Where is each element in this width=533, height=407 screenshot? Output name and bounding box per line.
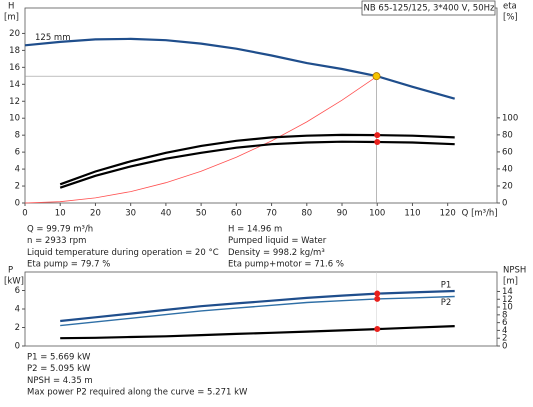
x-tick-label: 60	[231, 209, 242, 219]
y-axis-unit: [m]	[4, 13, 19, 23]
y2-tick-label: 8	[502, 310, 507, 320]
y-tick-label: 0	[15, 199, 20, 209]
y2-axis-unit: [%]	[503, 13, 518, 23]
y-tick-label: 18	[9, 46, 20, 56]
y-axis-unit: [kW]	[4, 277, 24, 287]
duty-dot	[374, 290, 381, 297]
info-text: NPSH = 4.35 m	[27, 376, 93, 386]
info-text: Liquid temperature during operation = 20…	[27, 248, 219, 258]
x-tick-label: 40	[160, 209, 171, 219]
info-text: Density = 998.2 kg/m³	[228, 248, 325, 258]
title-box	[361, 0, 496, 16]
curve-label: P1	[441, 280, 452, 290]
y2-tick-label: 2	[502, 334, 507, 344]
y2-tick-label: 0	[502, 342, 507, 352]
y-tick-label: 2	[15, 182, 20, 192]
y2-tick-label: 80	[502, 130, 513, 140]
x-axis-label: Q [m³/h]	[462, 209, 498, 219]
duty-dot	[374, 326, 381, 333]
x-tick-label: 110	[404, 209, 420, 219]
x-tick-label: 90	[337, 209, 348, 219]
y2-tick-label: 40	[502, 164, 513, 174]
info-text: P2 = 5.095 kW	[27, 364, 91, 374]
info-text: H = 14.96 m	[228, 225, 282, 235]
curve	[60, 295, 455, 327]
y2-tick-label: 14	[502, 287, 513, 297]
y2-tick-label: 60	[502, 147, 513, 157]
info-text: n = 2933 rpm	[27, 236, 86, 246]
y-axis-label: H	[8, 2, 14, 12]
y2-tick-label: 4	[502, 326, 507, 336]
y-tick-label: 10	[9, 114, 20, 124]
y2-tick-label: 0	[502, 199, 507, 209]
curve	[59, 133, 455, 186]
duty-point	[372, 72, 381, 81]
curve	[60, 289, 455, 323]
x-tick-label: 70	[266, 209, 277, 219]
info-text: Eta pump = 79.7 %	[27, 260, 110, 270]
x-tick-label: 120	[440, 209, 456, 219]
x-tick-label: 80	[301, 209, 312, 219]
duty-dot	[374, 295, 381, 302]
y-tick-label: 6	[15, 148, 20, 158]
x-tick-label: 0	[22, 209, 27, 219]
chart-title: NB 65-125/125, 3*400 V, 50Hz	[364, 4, 495, 14]
curve-label: 125 mm	[35, 33, 71, 43]
curve	[59, 140, 455, 189]
info-text: Q = 99.79 m³/h	[27, 225, 93, 235]
duty-dot	[374, 139, 381, 146]
y-tick-label: 0	[15, 342, 20, 352]
y2-tick-label: 10	[502, 303, 513, 313]
x-tick-label: 10	[55, 209, 66, 219]
y-tick-label: 12	[9, 97, 20, 107]
y2-axis-label: eta	[503, 2, 517, 12]
y-tick-label: 4	[15, 305, 20, 315]
y-tick-label: 8	[15, 131, 20, 141]
info-text: Max power P2 required along the curve = …	[27, 388, 248, 398]
info-text: Eta pump+motor = 71.6 %	[228, 260, 344, 270]
y-tick-label: 16	[9, 63, 20, 73]
curve	[24, 75, 378, 204]
y-tick-label: 4	[15, 165, 20, 175]
y-tick-label: 6	[15, 286, 20, 296]
y2-tick-label: 6	[502, 318, 507, 328]
plot-frame	[24, 7, 498, 204]
x-tick-label: 30	[125, 209, 136, 219]
curve-label: P2	[441, 298, 452, 308]
y2-axis-label: NPSH	[503, 266, 526, 276]
duty-dot	[374, 132, 381, 139]
x-tick-label: 20	[90, 209, 101, 219]
x-tick-label: 100	[369, 209, 385, 219]
y2-axis-unit: [m]	[503, 277, 518, 287]
x-tick-label: 50	[196, 209, 207, 219]
info-text: Pumped liquid = Water	[228, 236, 327, 246]
y2-tick-label: 100	[502, 113, 518, 123]
y2-tick-label: 12	[502, 295, 513, 305]
y-tick-label: 20	[9, 29, 20, 39]
info-text: P1 = 5.669 kW	[27, 353, 91, 363]
y-tick-label: 14	[9, 80, 20, 90]
y-tick-label: 2	[15, 323, 20, 333]
y2-tick-label: 20	[502, 181, 513, 191]
curve	[60, 325, 455, 340]
y-axis-label: P	[8, 266, 13, 276]
